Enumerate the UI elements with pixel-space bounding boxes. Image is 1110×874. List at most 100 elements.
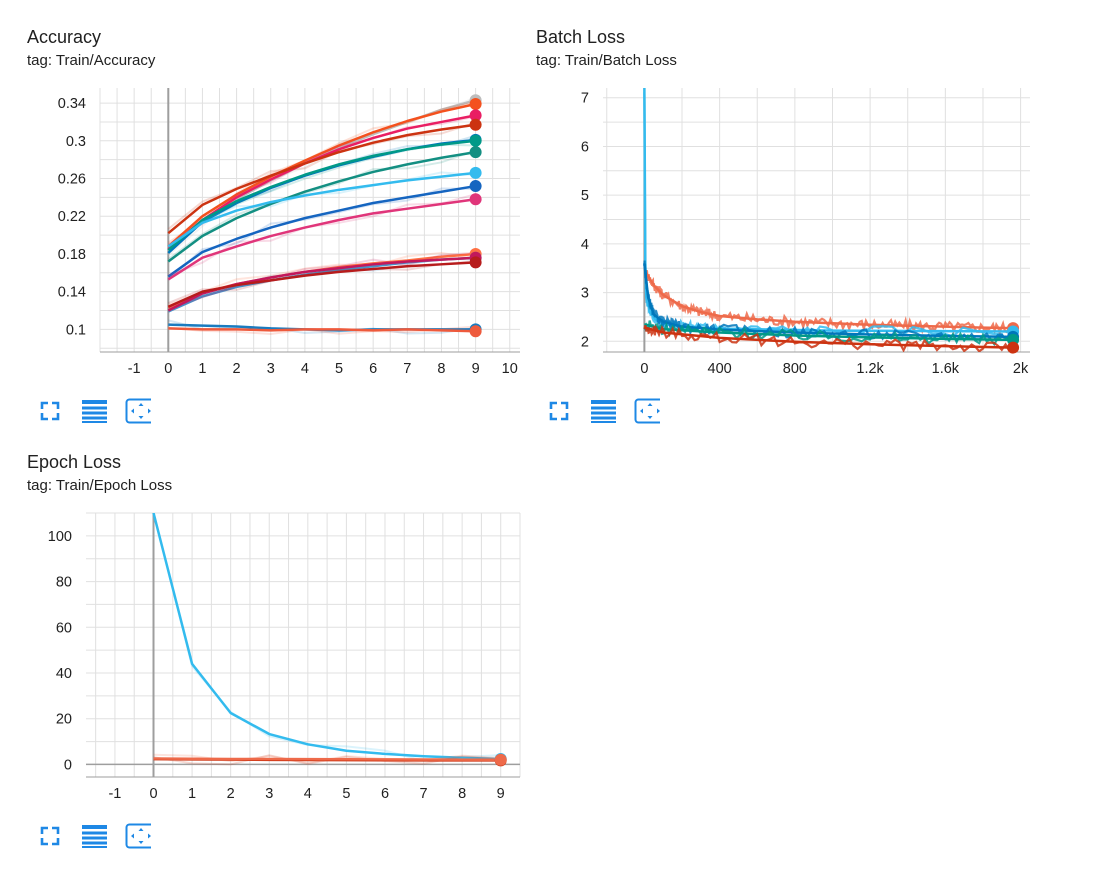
y-tick-label: 0.26: [58, 172, 86, 188]
y-tick-label: 0.3: [66, 134, 86, 150]
x-tick-label: 7: [403, 361, 411, 377]
toggle-log-scale-button[interactable]: [81, 398, 107, 424]
chart-toolbar: [546, 398, 678, 424]
fit-domain-icon: [125, 823, 151, 849]
series-end-point: [469, 325, 482, 338]
card-tag: tag: Train/Accuracy: [27, 52, 156, 69]
y-tick-label: 100: [48, 529, 72, 545]
series-line: [167, 150, 476, 263]
x-tick-label: -1: [128, 361, 141, 377]
series-line: [644, 326, 1014, 349]
series-line: [167, 139, 476, 252]
fullscreen-button[interactable]: [37, 398, 63, 424]
list-icon: [82, 825, 107, 848]
chart-toolbar: [37, 823, 169, 849]
x-tick-label: 1.6k: [932, 361, 960, 377]
series-line: [167, 102, 476, 248]
y-tick-label: 0.14: [58, 285, 86, 301]
series-end-point: [469, 146, 482, 159]
series-end-point: [494, 753, 507, 766]
card-title: Batch Loss: [536, 27, 626, 47]
y-tick-label: 3: [581, 286, 589, 302]
series-line: [167, 261, 476, 308]
series-raw-line: [167, 251, 476, 306]
x-tick-label: -1: [108, 786, 121, 802]
x-tick-label: 6: [369, 361, 377, 377]
x-tick-label: 400: [708, 361, 732, 377]
accuracy-chart[interactable]: -1 0 1 2 3 4 5 6 7 8 9 10 0.1 0.14 0.18 0.22 0.26 0.3 0.34: [0, 80, 540, 392]
fit-domain-icon: [125, 398, 151, 424]
series-end-point: [469, 166, 482, 179]
y-tick-label: 80: [56, 575, 72, 591]
series-line: [168, 327, 476, 333]
fullscreen-button[interactable]: [37, 823, 63, 849]
y-tick-label: 40: [56, 666, 72, 682]
x-tick-label: 3: [267, 361, 275, 377]
series-line: [167, 184, 476, 278]
y-tick-label: 0: [64, 757, 72, 773]
series-line: [153, 757, 501, 761]
x-tick-label: 7: [420, 786, 428, 802]
x-tick-label: 1: [198, 361, 206, 377]
y-tick-label: 4: [581, 237, 589, 253]
y-tick-label: 0.34: [58, 96, 86, 112]
y-tick-label: 0.1: [66, 322, 86, 338]
series-line: [643, 88, 1014, 333]
batch-loss-chart[interactable]: 0 400 800 1.2k 1.6k 2k 2 3 4 5 6 7: [545, 80, 1095, 392]
card-tag: tag: Train/Epoch Loss: [27, 477, 173, 494]
x-tick-label: 5: [342, 786, 350, 802]
list-icon: [591, 400, 616, 423]
x-tick-label: 6: [381, 786, 389, 802]
x-tick-label: 8: [437, 361, 445, 377]
fit-domain-button[interactable]: [634, 398, 660, 424]
series-end-point: [469, 118, 482, 131]
toggle-log-scale-button[interactable]: [590, 398, 616, 424]
x-tick-label: 2: [233, 361, 241, 377]
y-tick-label: 0.22: [58, 209, 86, 225]
series-end-point: [469, 134, 482, 147]
fullscreen-icon: [549, 401, 569, 421]
fit-domain-button[interactable]: [125, 823, 151, 849]
card-tag: tag: Train/Batch Loss: [536, 52, 677, 69]
fullscreen-icon: [40, 401, 60, 421]
series-end-point: [469, 109, 482, 122]
x-tick-label: 5: [335, 361, 343, 377]
y-tick-label: 7: [581, 91, 589, 107]
series-line: [167, 123, 476, 235]
series-line: [645, 272, 1014, 330]
series-end-point: [469, 98, 482, 111]
card-title: Epoch Loss: [27, 452, 122, 472]
x-tick-label: 2k: [1013, 361, 1029, 377]
series-raw-line: [645, 269, 1013, 337]
fullscreen-icon: [40, 826, 60, 846]
card-title: Accuracy: [27, 27, 102, 47]
x-tick-label: 800: [783, 361, 807, 377]
y-tick-label: 2: [581, 334, 589, 350]
toggle-log-scale-button[interactable]: [81, 823, 107, 849]
series-line: [167, 114, 476, 251]
y-tick-label: 0.18: [58, 247, 86, 263]
series-line: [167, 171, 476, 248]
fullscreen-button[interactable]: [546, 398, 572, 424]
x-tick-label: 1.2k: [856, 361, 884, 377]
fit-domain-button[interactable]: [125, 398, 151, 424]
epoch-loss-chart[interactable]: -1 0 1 2 3 4 5 6 7 8 9 0 20 40 60 80 100: [0, 505, 540, 817]
x-tick-label: 9: [497, 786, 505, 802]
chart-toolbar: [37, 398, 169, 424]
series-raw-line: [167, 149, 476, 261]
series-end-point: [469, 193, 482, 206]
x-tick-label: 4: [301, 361, 309, 377]
list-icon: [82, 400, 107, 423]
y-tick-label: 60: [56, 620, 72, 636]
y-tick-label: 6: [581, 139, 589, 155]
series-end-point: [469, 180, 482, 193]
x-tick-label: 10: [502, 361, 518, 377]
series-line: [152, 513, 501, 761]
x-tick-label: 0: [149, 786, 157, 802]
y-tick-label: 20: [56, 712, 72, 728]
x-tick-label: 0: [164, 361, 172, 377]
fit-domain-icon: [634, 398, 660, 424]
series-line: [167, 198, 476, 281]
x-tick-label: 3: [265, 786, 273, 802]
y-tick-label: 5: [581, 188, 589, 204]
